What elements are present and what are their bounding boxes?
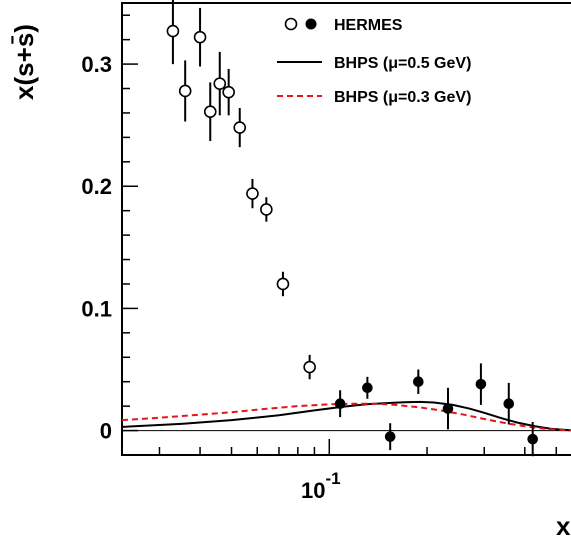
y-tick-label: 0 [100,419,112,444]
data-point-open [166,24,180,38]
y-axis-label: x(s+s̄) [9,24,39,100]
legend-label-hermes: HERMES [334,17,403,34]
data-point-filled [384,431,396,442]
x-tick-exponent: -1 [325,469,340,488]
data-point-filled [413,376,424,388]
data-point-open [303,360,316,374]
model-curves [121,400,571,432]
data-point-open [276,277,290,291]
data-points [166,0,538,457]
y-axis-label-group: x(s+s̄) [9,24,39,100]
data-point-open [233,121,247,134]
data-point-filled [527,433,538,445]
y-tick-label: 0.2 [81,174,112,199]
data-point-open [193,30,207,44]
y-tick-label: 0.3 [81,52,112,77]
data-point-filled [503,398,515,409]
data-point-open [178,84,192,98]
curve-bhps-05 [121,400,571,432]
legend-label-bhps-03: BHPS (μ=0.3 GeV) [334,89,471,106]
data-point-filled [475,378,487,390]
x-tick-label-major: 10-1 [301,469,341,503]
y-tick-labels: 0 0.1 0.2 0.3 [81,52,112,443]
y-tick-label: 0.1 [81,296,112,321]
curve-bhps-03 [121,402,571,432]
data-point-filled [334,398,346,409]
legend-open-circle-icon [284,17,298,31]
x-axis-label: x [556,511,571,537]
legend: HERMES BHPS (μ=0.5 GeV) BHPS (μ=0.3 GeV) [277,17,471,106]
data-point-open [203,105,217,119]
legend-filled-circle-icon [305,18,317,30]
data-point-open [213,77,227,90]
data-point-open [246,187,259,200]
axis-ticks [122,14,558,455]
data-point-open [222,85,235,99]
data-point-filled [442,403,454,414]
plot-frame [121,2,571,456]
x-tick-base: 10 [301,478,325,503]
data-point-filled [362,382,373,394]
legend-label-bhps-05: BHPS (μ=0.5 GeV) [334,55,471,72]
data-point-open [260,203,273,216]
